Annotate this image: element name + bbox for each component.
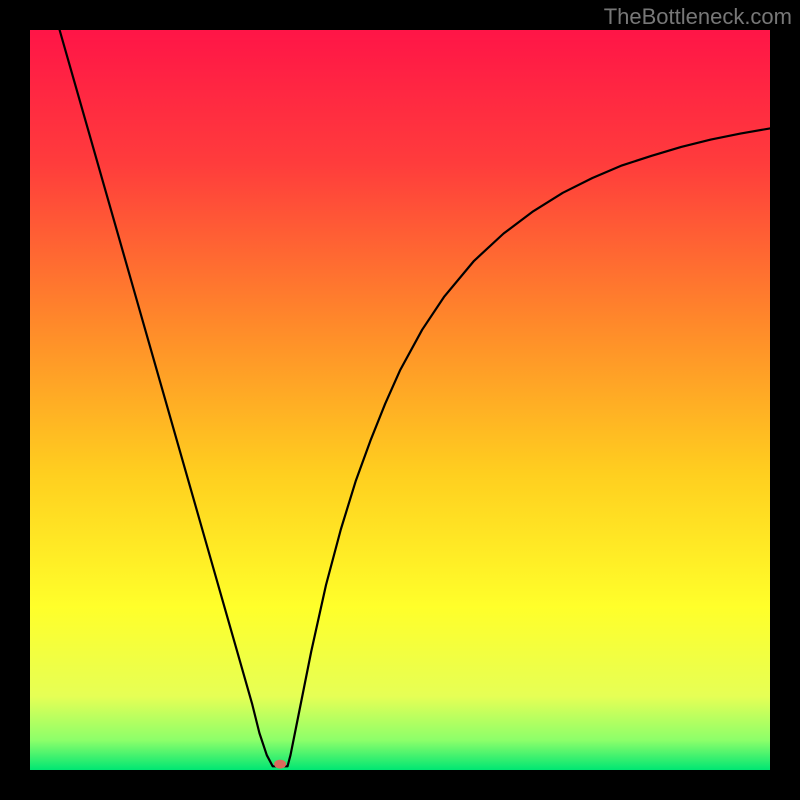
plot-background: [30, 30, 770, 770]
watermark-text: TheBottleneck.com: [604, 4, 792, 30]
optimum-marker: [274, 760, 286, 769]
chart-svg: [0, 0, 800, 800]
bottleneck-chart: [0, 0, 800, 800]
